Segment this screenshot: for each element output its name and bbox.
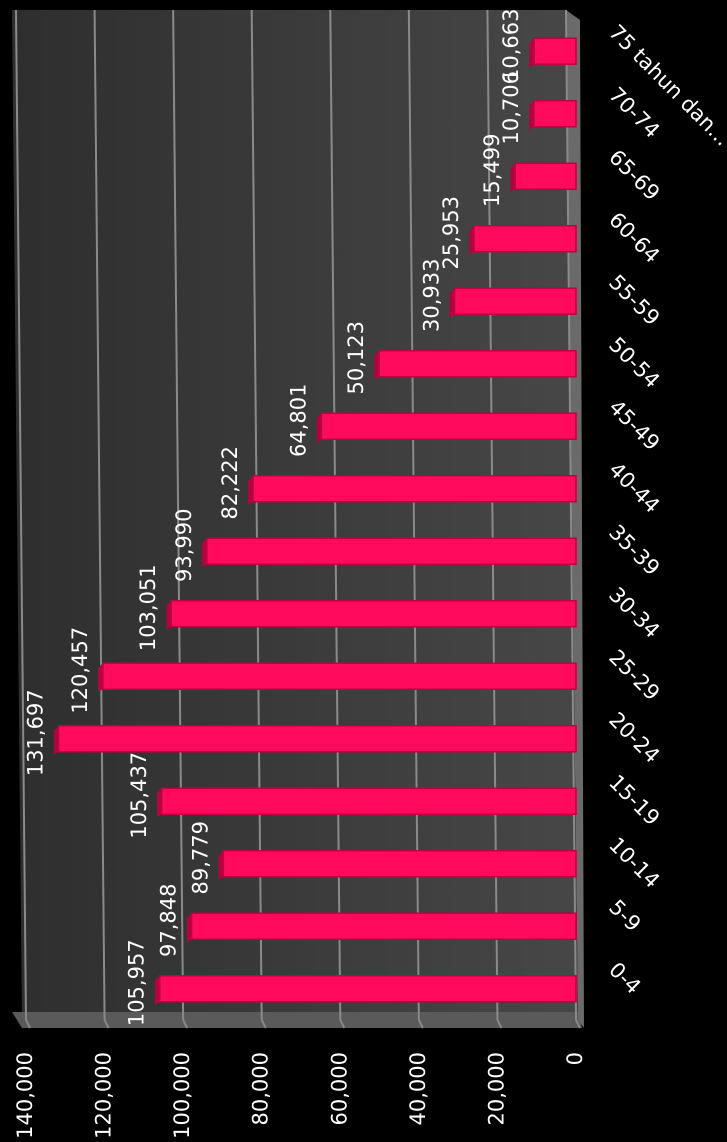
value-label: 105,957 xyxy=(125,939,149,1026)
bar-top xyxy=(247,475,253,505)
y-tick-label: 120,000 xyxy=(92,1052,116,1139)
bar xyxy=(533,37,577,65)
bar xyxy=(533,100,577,128)
value-label: 103,051 xyxy=(136,564,160,651)
value-label: 120,457 xyxy=(68,627,92,714)
tick-mark xyxy=(575,1019,581,1029)
tick-mark xyxy=(25,1019,31,1029)
tick-mark xyxy=(417,1019,424,1029)
bar xyxy=(170,600,577,628)
value-label: 64,801 xyxy=(286,384,310,457)
x-tick-label: 65-69 xyxy=(604,145,664,205)
bar xyxy=(320,412,577,440)
value-label: 82,222 xyxy=(218,446,242,519)
bar-top xyxy=(218,850,224,880)
bar-top xyxy=(449,288,455,318)
grid-line xyxy=(93,9,106,1021)
y-tick-label: 100,000 xyxy=(170,1052,194,1139)
tick-mark xyxy=(103,1019,110,1029)
y-tick-label: 60,000 xyxy=(327,1052,351,1125)
tick-mark xyxy=(496,1019,503,1029)
value-label: 25,953 xyxy=(439,196,463,269)
y-tick-label: 140,000 xyxy=(13,1052,37,1139)
x-tick-label: 40-44 xyxy=(604,458,664,518)
x-tick-label: 30-34 xyxy=(604,583,664,643)
x-tick-label: 50-54 xyxy=(604,333,664,393)
bar-top xyxy=(186,913,192,943)
y-tick-label: 80,000 xyxy=(249,1052,273,1125)
x-tick-label: 45-49 xyxy=(604,395,664,455)
y-tick-label: 0 xyxy=(563,1052,587,1065)
x-tick-label: 5-9 xyxy=(604,895,645,936)
x-tick-label: 70-74 xyxy=(604,83,664,143)
bar xyxy=(378,350,577,378)
value-label: 50,123 xyxy=(344,321,368,394)
x-tick-label: 25-29 xyxy=(604,645,664,705)
grid-line xyxy=(172,9,185,1021)
tick-mark xyxy=(260,1019,267,1029)
x-tick-label: 10-14 xyxy=(604,833,664,893)
bar xyxy=(222,850,577,878)
bar xyxy=(102,662,577,690)
bar xyxy=(514,162,577,190)
bar xyxy=(158,975,577,1003)
x-tick-label: 55-59 xyxy=(604,270,664,330)
floor xyxy=(12,1012,582,1028)
value-label: 10,663 xyxy=(499,9,523,82)
value-label: 93,990 xyxy=(172,509,196,582)
tick-mark xyxy=(182,1019,189,1029)
value-label: 131,697 xyxy=(24,689,48,776)
value-label: 30,933 xyxy=(419,259,443,332)
value-label: 105,437 xyxy=(127,752,151,839)
side-wall xyxy=(566,10,584,1028)
bar-top xyxy=(469,225,475,255)
bar-top xyxy=(374,350,380,380)
bar xyxy=(57,725,577,753)
bar xyxy=(473,225,577,253)
bar xyxy=(252,475,577,503)
bar xyxy=(161,787,577,815)
bar xyxy=(206,537,577,565)
y-tick-label: 40,000 xyxy=(406,1052,430,1125)
x-tick-label: 20-24 xyxy=(604,708,664,768)
bar-top xyxy=(156,788,162,818)
value-label: 10,706 xyxy=(499,71,523,144)
bar xyxy=(190,912,577,940)
value-label: 15,499 xyxy=(480,134,504,207)
x-tick-label: 0-4 xyxy=(604,958,645,999)
grid-line xyxy=(15,9,27,1021)
bar-top xyxy=(154,975,160,1005)
bar-top xyxy=(97,663,103,693)
bar-top xyxy=(510,163,516,193)
bar-top xyxy=(528,100,534,130)
bar-top xyxy=(316,413,322,443)
bar xyxy=(453,287,577,315)
y-tick-label: 20,000 xyxy=(484,1052,508,1125)
x-tick-label: 60-64 xyxy=(604,208,664,268)
x-tick-label: 15-19 xyxy=(604,770,664,830)
x-tick-label: 35-39 xyxy=(604,520,664,580)
bar-top xyxy=(201,538,207,568)
bar-top xyxy=(529,38,535,68)
bar-top xyxy=(53,725,59,755)
tick-mark xyxy=(339,1019,346,1029)
plot-area xyxy=(12,10,578,1020)
bar-top xyxy=(166,600,172,630)
value-label: 97,848 xyxy=(157,884,181,957)
value-label: 89,779 xyxy=(188,821,212,894)
